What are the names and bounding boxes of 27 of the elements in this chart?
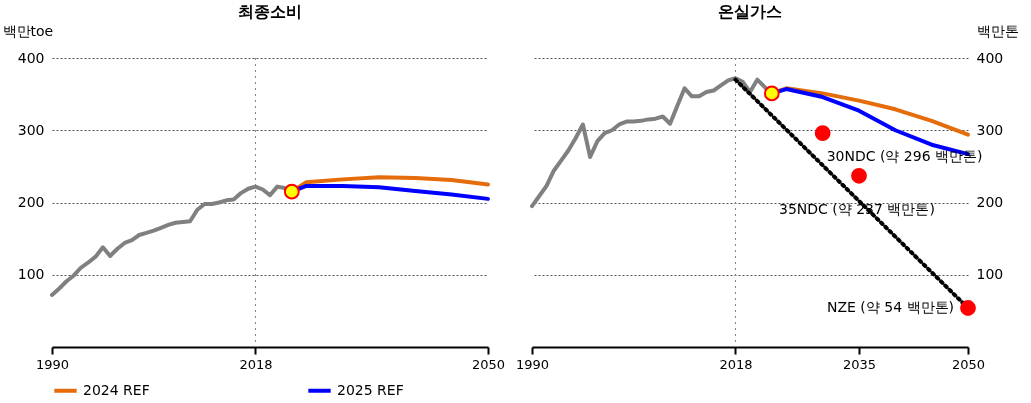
x-tick-label: 2035 xyxy=(842,356,877,372)
annotation: 30NDC (약 296 백만톤) xyxy=(826,148,983,165)
x-tick-label: 1990 xyxy=(35,356,70,372)
legend-label: 2025 REF xyxy=(337,381,404,398)
y-tick-label: 300 xyxy=(17,121,45,138)
y-tick-label: 100 xyxy=(976,266,1004,283)
x-tick-label: 2018 xyxy=(239,356,273,372)
y-tick-label: 300 xyxy=(976,121,1004,138)
y-tick-label: 200 xyxy=(17,194,45,210)
y-tick-label: 200 xyxy=(976,194,1004,210)
chart-title: 온실가스 xyxy=(718,2,782,21)
y-tick-label: 400 xyxy=(976,49,1004,66)
legend-label: 2024 REF xyxy=(83,381,150,398)
chart-title: 최종소비 xyxy=(238,2,302,21)
y-tick-label: 100 xyxy=(17,266,45,283)
x-tick-label: 2050 xyxy=(951,356,986,372)
y-axis-title: 백만toe xyxy=(2,22,54,39)
x-tick-label: 2018 xyxy=(719,356,753,372)
point xyxy=(763,85,780,102)
x-tick-label: 1990 xyxy=(515,356,550,372)
point xyxy=(814,125,831,142)
y-tick-label: 400 xyxy=(17,49,45,66)
y-axis-title: 백만톤 xyxy=(976,22,1019,39)
annotation: NZE (약 54 백만톤) xyxy=(827,298,954,315)
x-tick-label: 2050 xyxy=(471,356,506,372)
point xyxy=(851,167,867,184)
point xyxy=(960,300,976,316)
